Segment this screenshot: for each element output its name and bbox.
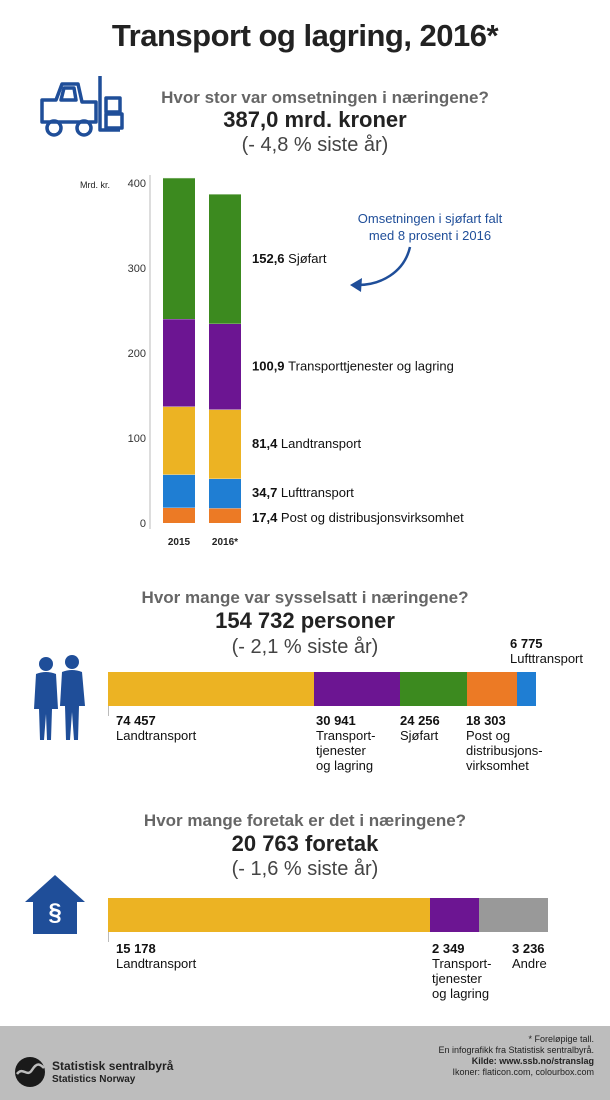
enterprises-change: (- 1,6 % siste år) xyxy=(231,858,379,880)
enterprises-chart xyxy=(108,898,548,942)
employment-headline: 154 732 personer xyxy=(215,608,395,633)
bar-label: 15 178 Landtransport xyxy=(116,941,196,971)
org-name-norwegian: Statistisk sentralbyrå xyxy=(52,1059,174,1073)
enterprises-headline: 20 763 foretak xyxy=(231,831,379,856)
data-label: 34,7 Lufttransport xyxy=(252,485,354,500)
y-axis-label: Mrd. kr. xyxy=(80,180,110,190)
bar-category: og lagring xyxy=(432,986,490,1001)
bar-label: 6 775 Lufttransport xyxy=(510,636,583,666)
employment-chart xyxy=(108,672,538,716)
enterprises-question: Hvor mange foretak er det i næringene? xyxy=(143,811,467,830)
bar-segment xyxy=(209,508,241,523)
x-tick-label: 2015 xyxy=(168,537,191,548)
bar-category: Transport- xyxy=(432,956,492,971)
bar-value: 30 941 xyxy=(316,713,356,728)
bar-value: 74 457 xyxy=(116,713,156,728)
bar-value: 2 349 xyxy=(432,941,465,956)
bar-segment xyxy=(163,177,195,319)
data-label: 100,9 Transporttjenester og lagring xyxy=(252,359,454,374)
bar-segment xyxy=(209,323,241,410)
org-name-english: Statistics Norway xyxy=(52,1074,136,1085)
bar-value: 18 303 xyxy=(466,713,506,728)
bar-category: Landtransport xyxy=(116,728,197,743)
bar-label: 24 256 Sjøfart xyxy=(400,713,440,743)
bar-segment xyxy=(163,406,195,475)
annotation-line-2: med 8 prosent i 2016 xyxy=(368,228,492,243)
svg-text:§: § xyxy=(48,899,61,926)
bar-segment xyxy=(466,672,518,706)
bar-value: 24 256 xyxy=(400,713,440,728)
bar-label: 30 941 Transport-tjenester og lagring xyxy=(316,713,375,773)
bar-segment xyxy=(163,474,195,508)
bar-category: tjenester xyxy=(316,743,366,758)
bar-category: tjenester xyxy=(432,971,482,986)
bar-segment xyxy=(479,898,548,932)
bar-category: virksomhet xyxy=(466,758,529,773)
data-label: 81,4 Landtransport xyxy=(252,436,362,451)
bar-segment xyxy=(399,672,467,706)
bar-category: Lufttransport xyxy=(510,651,583,666)
bar-segment xyxy=(313,672,400,706)
footnote-preliminary: * Foreløpige tall. xyxy=(528,1034,594,1044)
bar-segment xyxy=(517,672,536,706)
bar-segment xyxy=(108,898,430,932)
footnote-icons: Ikoner: flaticon.com, colourbox.com xyxy=(452,1067,594,1077)
bar-segment xyxy=(209,409,241,479)
bar-category: Transport- xyxy=(316,728,376,743)
annotation-arrow-icon xyxy=(350,246,412,292)
footnote-infographic: En infografikk fra Statistisk sentralbyr… xyxy=(438,1045,594,1055)
ssb-logo-icon xyxy=(14,1056,46,1088)
bar-value: 6 775 xyxy=(510,636,543,651)
revenue-question: Hvor stor var omsetningen i næringene? xyxy=(161,88,489,107)
y-tick-label: 200 xyxy=(128,348,146,360)
bar-segment xyxy=(429,898,480,932)
y-tick-label: 100 xyxy=(128,433,146,445)
bar-category: Landtransport xyxy=(116,956,197,971)
org-name: Statistisk sentralbyrå Statistics Norway xyxy=(52,1060,173,1086)
bar-category: Post og xyxy=(466,728,511,743)
revenue-chart: Mrd. kr. 0 100 200 300 400 2015 2016* 17,4 Post … xyxy=(80,175,464,548)
revenue-change: (- 4,8 % siste år) xyxy=(241,134,389,156)
bar-label: 18 303 Post og distribusjons-virksomhet xyxy=(466,713,543,773)
bar-label: 74 457 Landtransport xyxy=(116,713,196,743)
bar-value: 15 178 xyxy=(116,941,156,956)
bar-category: og lagring xyxy=(316,758,374,773)
footnote-source[interactable]: Kilde: www.ssb.no/stranslag xyxy=(471,1056,594,1066)
x-tick-label: 2016* xyxy=(212,537,238,548)
forklift-icon xyxy=(34,72,134,142)
chart-annotation: Omsetningen i sjøfart falt med 8 prosent… xyxy=(330,210,530,244)
annotation-line-1: Omsetningen i sjøfart falt xyxy=(357,211,503,226)
enterprises-labels: 15 178 Landtransport 2 349 Transport-tjenes… xyxy=(0,0,610,1001)
bar-segment xyxy=(108,672,314,706)
bar-segment xyxy=(163,507,195,523)
y-tick-label: 300 xyxy=(128,263,146,275)
bar-category: distribusjons- xyxy=(466,743,543,758)
bar-label: 2 349 Transport-tjenester og lagring xyxy=(432,941,491,1001)
data-label: 152,6 Sjøfart xyxy=(252,251,327,266)
revenue-headline: 387,0 mrd. kroner xyxy=(223,107,407,132)
people-icon xyxy=(30,654,90,744)
footer: Statistisk sentralbyrå Statistics Norway… xyxy=(0,1026,610,1100)
bar-value: 3 236 xyxy=(512,941,545,956)
data-label: 17,4 Post og distribusjonsvirksomhet xyxy=(252,510,464,525)
page-title: Transport og lagring, 2016* xyxy=(111,18,499,53)
employment-labels: 74 457 Landtransport 30 941 Transport-tjene… xyxy=(0,0,610,773)
bar-category: Sjøfart xyxy=(400,728,439,743)
employment-change: (- 2,1 % siste år) xyxy=(231,636,379,658)
bar-segment xyxy=(209,194,241,324)
bar-segment xyxy=(163,319,195,407)
employment-question: Hvor mange var sysselsatt i næringene? xyxy=(141,588,469,607)
bar-label: 3 236 Andre xyxy=(512,941,547,971)
bar-segment xyxy=(209,478,241,509)
house-paragraph-icon: § xyxy=(22,872,88,938)
y-tick-label: 0 xyxy=(140,518,146,530)
y-tick-label: 400 xyxy=(128,178,146,190)
footer-notes: * Foreløpige tall. En infografikk fra St… xyxy=(438,1034,594,1078)
bar-category: Andre xyxy=(512,956,547,971)
